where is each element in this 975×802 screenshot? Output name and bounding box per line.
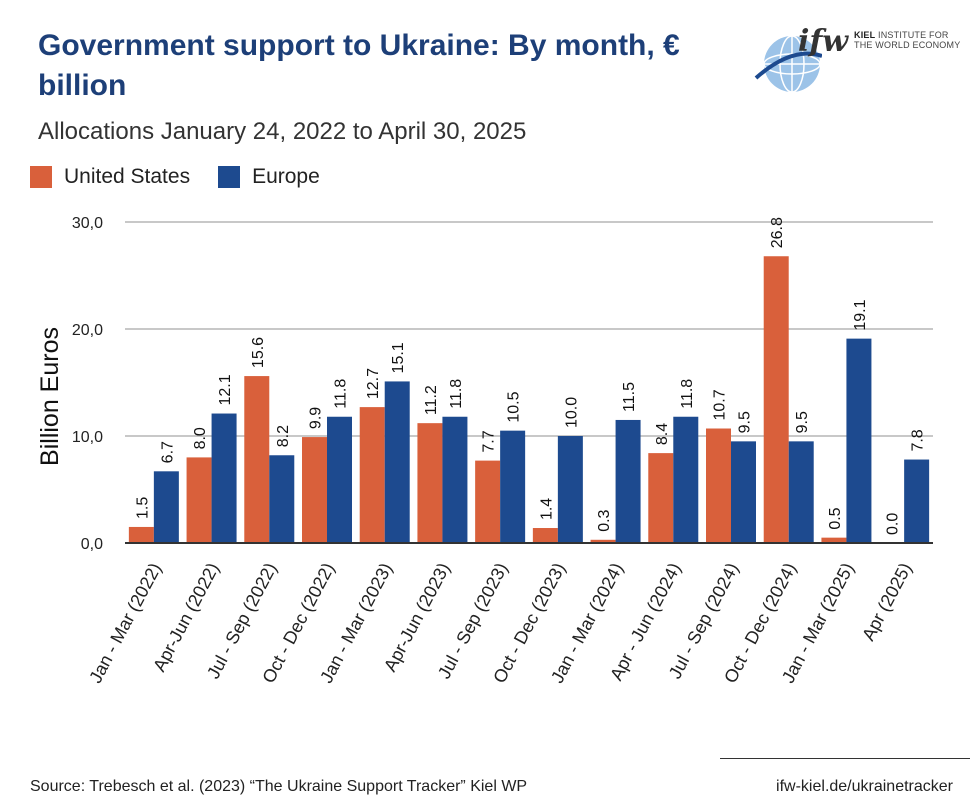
bar-europe [615, 419, 641, 543]
logo-institute-name: KIEL INSTITUTE FOR THE WORLD ECONOMY [854, 30, 964, 50]
bar-europe [384, 381, 410, 543]
data-label: 0.0 [885, 513, 902, 535]
bar-united-states [821, 537, 847, 543]
logo-mark: ifw [798, 24, 849, 59]
logo-line1: KIEL [854, 30, 876, 40]
data-label: 1.4 [538, 498, 555, 520]
bar-united-states [186, 457, 212, 543]
data-label: 19.1 [852, 299, 869, 330]
bar-europe [211, 413, 237, 543]
data-label: 10.5 [506, 391, 523, 422]
bar-europe [731, 441, 756, 543]
data-label: 11.5 [621, 382, 638, 412]
x-tick-label: Apr (2025) [858, 559, 916, 643]
bar-united-states [475, 460, 501, 543]
bar-europe [442, 416, 468, 543]
logo-line1-rest: INSTITUTE FOR [878, 30, 949, 40]
y-tick-label: 30,0 [72, 215, 103, 232]
legend-swatch-united-states [30, 166, 52, 188]
legend-swatch-europe [218, 166, 241, 188]
data-label: 11.8 [333, 379, 350, 409]
data-label: 11.8 [448, 379, 465, 409]
bar-united-states [648, 453, 674, 543]
data-label: 8.2 [275, 425, 292, 447]
data-label: 7.7 [481, 430, 498, 452]
bar-united-states [590, 539, 616, 543]
bar-united-states [706, 428, 731, 543]
data-label: 15.6 [250, 337, 267, 368]
chart-title: Government support to Ukraine: By month,… [38, 29, 680, 102]
globe-icon [754, 35, 822, 93]
bar-europe [153, 471, 179, 543]
data-label: 10.0 [563, 397, 580, 428]
bar-united-states [359, 407, 385, 543]
footer-rule [720, 758, 970, 759]
y-axis-label: Billion Euros [36, 327, 64, 466]
legend-label-united-states: United States [64, 165, 191, 188]
bar-united-states [417, 423, 443, 543]
ifw-logo: ifw KIEL INSTITUTE FOR THE WORLD ECONOMY [752, 24, 962, 94]
legend-item-europe: Europe [218, 165, 320, 189]
bar-united-states [532, 528, 558, 543]
data-label: 26.8 [769, 217, 786, 248]
data-label: 0.3 [596, 509, 613, 531]
data-label: 8.4 [654, 423, 671, 445]
bar-europe [904, 459, 930, 543]
bar-united-states [244, 376, 270, 543]
source-note: Source: Trebesch et al. (2023) “The Ukra… [30, 778, 528, 795]
legend: United States Europe [30, 165, 348, 189]
y-tick-label: 20,0 [72, 322, 103, 339]
data-label: 12.7 [365, 368, 382, 399]
data-label: 1.5 [134, 497, 151, 519]
data-label: 9.9 [308, 407, 325, 429]
bar-united-states [302, 437, 327, 543]
bar-europe [846, 338, 872, 543]
chart-subtitle: Allocations January 24, 2022 to April 30… [38, 118, 527, 145]
bar-europe [500, 430, 526, 543]
bar-europe [788, 441, 814, 543]
data-label: 10.7 [712, 389, 729, 420]
data-label: 0.5 [827, 507, 844, 529]
data-label: 15.1 [390, 342, 407, 373]
data-label: 7.8 [910, 429, 927, 451]
logo-line2: THE WORLD ECONOMY [854, 40, 961, 50]
site-url[interactable]: ifw-kiel.de/ukrainetracker [776, 778, 953, 795]
bar-europe [557, 436, 583, 543]
data-label: 9.5 [737, 411, 754, 433]
data-label: 8.0 [192, 427, 209, 449]
bar-united-states [763, 256, 789, 543]
legend-label-europe: Europe [252, 165, 320, 188]
legend-item-united-states: United States [30, 165, 190, 189]
data-label: 11.8 [679, 379, 696, 409]
bar-europe [327, 416, 352, 543]
y-tick-label: 10,0 [72, 429, 103, 446]
data-label: 11.2 [423, 385, 440, 415]
bar-europe [269, 455, 295, 543]
bar-europe [673, 416, 699, 543]
data-label: 9.5 [794, 411, 811, 433]
data-label: 12.1 [217, 374, 234, 405]
y-tick-label: 0,0 [81, 536, 103, 553]
bar-united-states [128, 526, 154, 543]
data-label: 6.7 [159, 441, 176, 463]
